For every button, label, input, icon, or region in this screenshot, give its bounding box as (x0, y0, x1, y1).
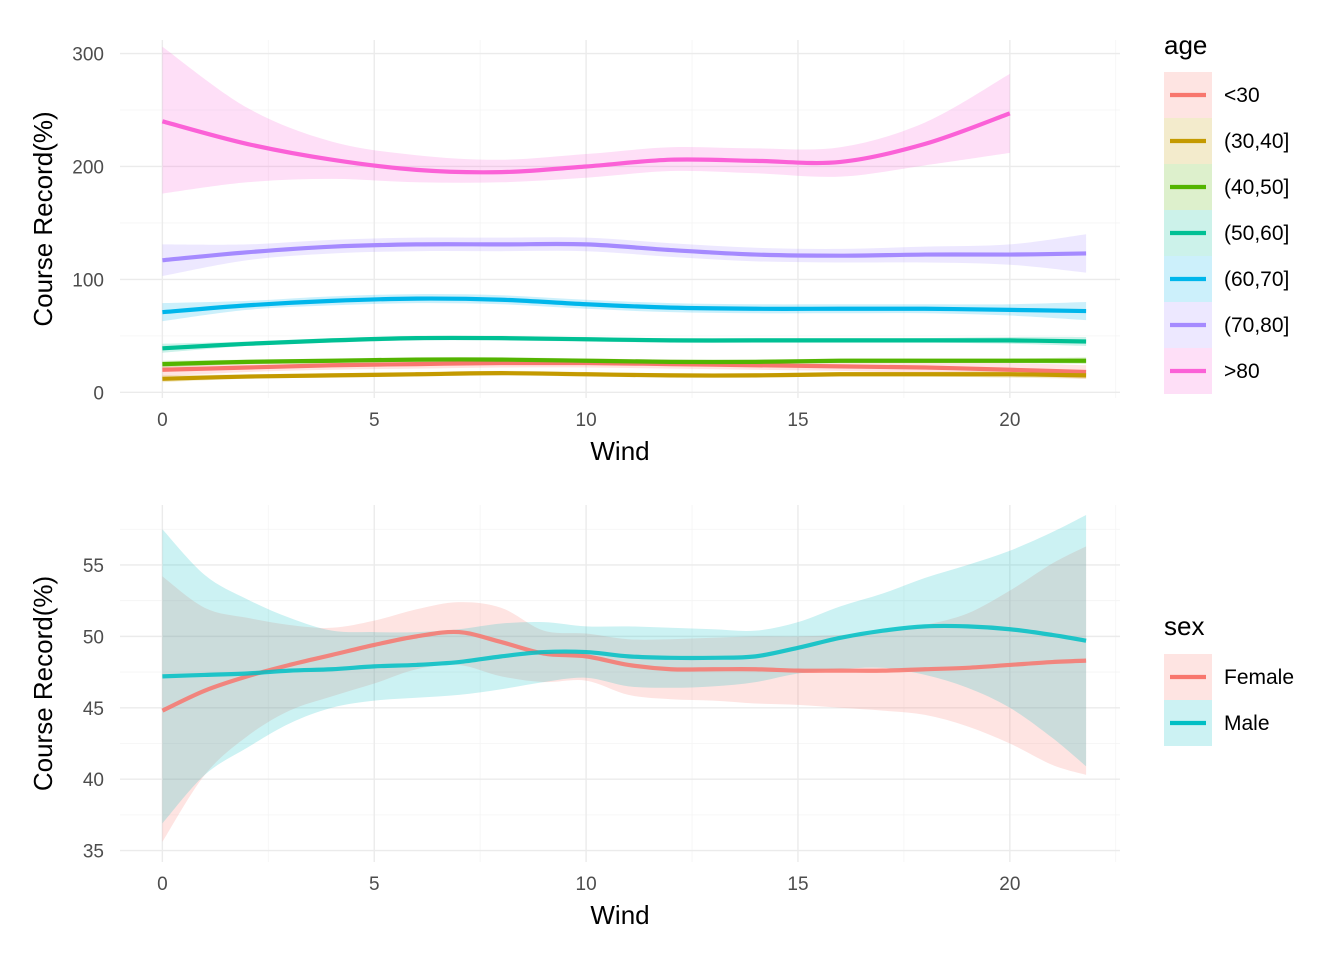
y-tick-label: 200 (72, 157, 104, 178)
sex-chart-panel: 0 5 10 15 20 35 40 45 50 55 Wind Course Record(%) se… (28, 505, 1294, 930)
grid-lines (120, 40, 1120, 398)
ribbon-Female (162, 546, 1087, 843)
legend-item-Female: Female (1164, 654, 1294, 700)
series-line-(60,70] (162, 296, 1087, 315)
x-axis-title: Wind (590, 436, 649, 466)
series-line-(50,60] (162, 335, 1087, 351)
y-axis-title: Course Record(%) (28, 576, 58, 791)
x-tick-label: 15 (787, 874, 808, 895)
y-tick-label: 300 (72, 45, 104, 66)
legend-label: (60,70] (1224, 268, 1289, 291)
x-tick-label: 0 (157, 410, 168, 431)
y-tick-label: 0 (93, 383, 104, 404)
series-line-<30 (162, 360, 1087, 375)
legend-label: >80 (1224, 360, 1260, 383)
y-tick-label: 100 (72, 270, 104, 291)
legend-item-<30: <30 (1164, 72, 1260, 118)
series-line-Female (161, 629, 1087, 713)
y-tick-label: 35 (83, 842, 104, 863)
x-tick-label: 10 (576, 410, 597, 431)
series-line-(40,50] (162, 357, 1087, 367)
legend-item-(50,60]: (50,60] (1164, 210, 1289, 256)
x-axis-title: Wind (590, 900, 649, 930)
legend-item-Male: Male (1164, 700, 1270, 746)
legend-label: (40,50] (1224, 176, 1289, 199)
legend-item-(60,70]: (60,70] (1164, 256, 1289, 302)
legend-title: sex (1164, 611, 1204, 641)
series-line->80 (161, 111, 1011, 175)
x-tick-label: 5 (369, 410, 380, 431)
grid-lines (120, 505, 1120, 862)
legend-title: age (1164, 30, 1207, 60)
legend-label: (50,60] (1224, 222, 1289, 245)
legend: sex Female Male (1164, 611, 1294, 746)
y-axis-title: Course Record(%) (28, 111, 58, 326)
legend-item-(40,50]: (40,50] (1164, 164, 1289, 210)
y-tick-label: 50 (83, 627, 104, 648)
x-tick-label: 10 (576, 874, 597, 895)
legend-item-(70,80]: (70,80] (1164, 302, 1289, 348)
ribbon-Male (162, 515, 1087, 824)
legend-label: Female (1224, 666, 1294, 689)
series-line-(70,80] (162, 241, 1087, 263)
y-tick-label: 45 (83, 699, 104, 720)
legend-label: (30,40] (1224, 130, 1289, 153)
x-tick-label: 20 (999, 874, 1020, 895)
confidence-ribbons (162, 515, 1087, 843)
ribbon->80 (162, 46, 1010, 194)
x-tick-label: 15 (787, 410, 808, 431)
series-line-Male (162, 623, 1087, 679)
x-tick-label: 20 (999, 410, 1020, 431)
x-tick-label: 5 (369, 874, 380, 895)
legend: age <30 (30,40] (40,50] (50,60] (60,70] (70,80… (1164, 30, 1289, 394)
x-tick-label: 0 (157, 874, 168, 895)
confidence-ribbons (162, 46, 1087, 383)
legend-label: Male (1224, 712, 1270, 735)
series-lines (161, 111, 1087, 381)
legend-item-(30,40]: (30,40] (1164, 118, 1289, 164)
tick-labels: 0 5 10 15 20 35 40 45 50 55 (83, 556, 1021, 895)
legend-item->80: >80 (1164, 348, 1260, 394)
legend-label: <30 (1224, 84, 1260, 107)
y-tick-label: 55 (83, 556, 104, 577)
y-tick-label: 40 (83, 770, 104, 791)
legend-label: (70,80] (1224, 314, 1289, 337)
series-line-(30,40] (162, 371, 1087, 381)
series-lines (161, 623, 1087, 713)
